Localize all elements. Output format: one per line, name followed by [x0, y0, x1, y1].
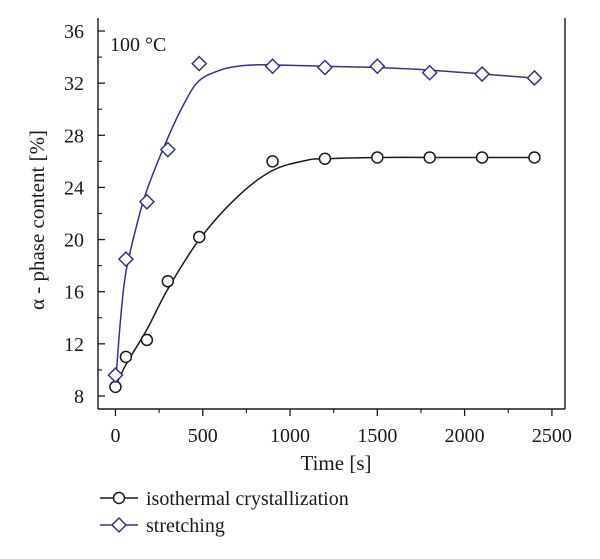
temperature-annotation: 100 °C — [110, 34, 166, 56]
data-point-diamond — [191, 55, 208, 72]
data-point-diamond — [264, 58, 281, 75]
legend-marker-circle — [112, 491, 126, 505]
x-tick-label: 2500 — [532, 425, 572, 447]
legend-label-isothermal: isothermal crystallization — [146, 488, 349, 510]
fit-line-stretching — [114, 64, 535, 386]
data-point-diamond — [316, 59, 334, 76]
data-point-circle — [318, 152, 332, 166]
x-tick-label: 0 — [110, 425, 120, 447]
data-point-circle — [528, 151, 541, 164]
data-point-circle — [119, 350, 133, 364]
data-point-circle — [140, 333, 154, 347]
legend-item-stretching: stretching — [100, 515, 225, 537]
fit-line-isothermal — [114, 156, 535, 388]
legend: isothermal crystallization stretching — [100, 488, 349, 537]
data-point-diamond — [474, 65, 491, 83]
data-point-diamond — [421, 64, 438, 81]
y-tick-label: 36 — [64, 21, 84, 43]
y-tick-label: 32 — [64, 73, 84, 95]
y-tick-label: 12 — [64, 334, 84, 356]
x-tick-label: 1000 — [270, 425, 310, 447]
x-tick-label: 500 — [188, 425, 218, 447]
data-markers — [107, 55, 543, 394]
data-point-diamond — [117, 251, 134, 268]
y-tick-label: 20 — [64, 230, 84, 252]
data-point-diamond — [369, 58, 386, 75]
x-tick-label: 1500 — [357, 425, 397, 447]
y-axis-ticks: 8 12 16 20 24 28 32 36 — [64, 21, 105, 408]
legend-label-stretching: stretching — [146, 515, 225, 537]
data-point-circle — [193, 230, 206, 244]
x-axis-title: Time [s] — [301, 451, 372, 475]
legend-item-isothermal: isothermal crystallization — [100, 488, 349, 510]
plot-frame — [97, 18, 566, 410]
y-axis-title: α - phase content [%] — [25, 130, 49, 310]
y-tick-label: 16 — [64, 282, 84, 304]
data-point-diamond — [138, 193, 155, 210]
data-point-circle — [475, 151, 489, 164]
data-point-diamond — [107, 367, 124, 384]
data-point-circle — [423, 151, 436, 164]
x-axis-ticks: 0 500 1000 1500 2000 2500 — [110, 409, 572, 447]
data-point-circle — [161, 275, 175, 288]
data-point-diamond — [526, 69, 543, 87]
data-point-diamond — [159, 141, 176, 158]
y-tick-label: 8 — [74, 386, 84, 408]
data-point-circle — [266, 155, 279, 168]
data-point-circle — [371, 151, 384, 164]
y-tick-label: 24 — [64, 177, 84, 199]
fit-curves — [114, 64, 535, 388]
legend-marker-diamond — [110, 516, 128, 534]
x-tick-label: 2000 — [445, 425, 485, 447]
y-tick-label: 28 — [64, 125, 84, 147]
